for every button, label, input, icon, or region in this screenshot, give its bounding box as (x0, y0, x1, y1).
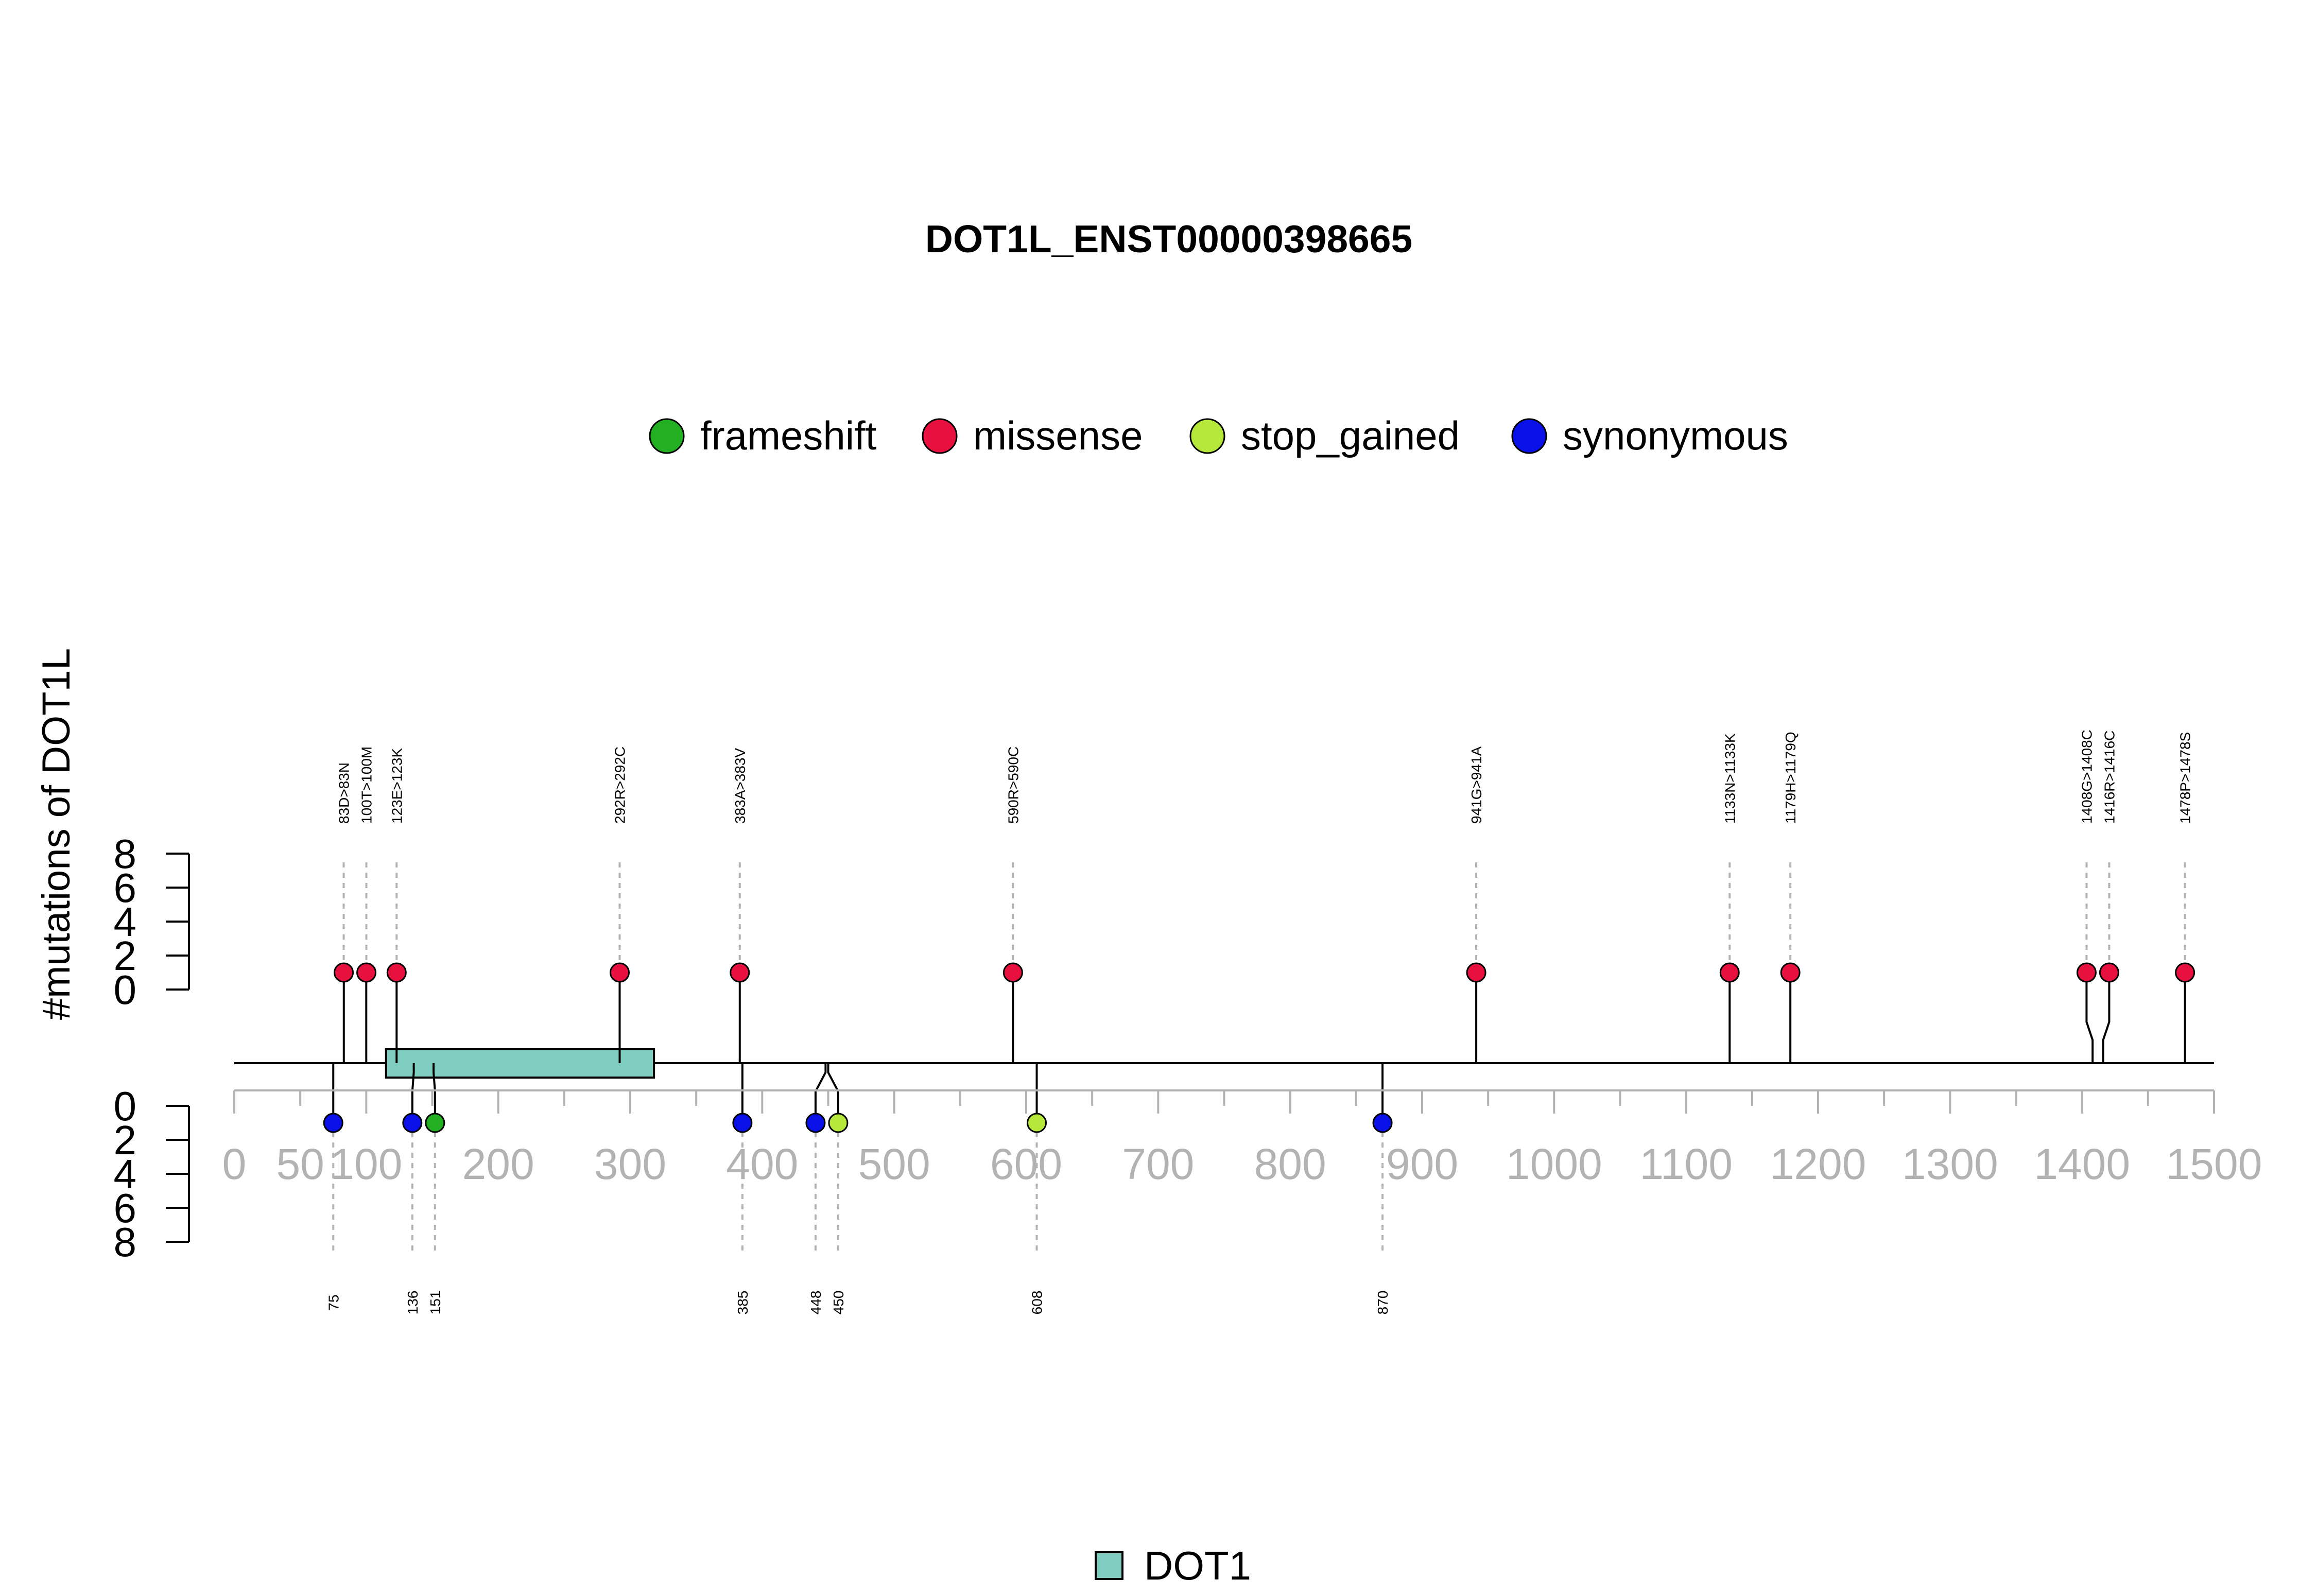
mutation-dot-missense (386, 962, 407, 983)
mutation-position-label: 608 (1029, 1291, 1045, 1315)
legend-synonymous-label: synonymous (1563, 413, 1788, 458)
mutation-label: 941G>941A (1468, 746, 1484, 824)
mutation-dot-synonymous (805, 1113, 826, 1133)
legend-missense-label: missense (973, 413, 1143, 458)
x-tick-label: 200 (462, 1140, 534, 1188)
mutation-label: 1416R>1416C (2101, 731, 2117, 824)
lower-y-tick-label: 4 (114, 1151, 137, 1197)
y-axis-label: #mutations of DOT1L (34, 648, 78, 1020)
mutation-dot-stop_gained (1027, 1113, 1047, 1133)
mutation-dot-missense (334, 962, 354, 983)
mutation-dot-missense (609, 962, 630, 983)
mutation-stem (411, 1063, 415, 1123)
mutation-dots (323, 962, 2195, 1133)
domain-legend-label: DOT1 (1144, 1543, 1251, 1588)
upper-y-tick-label: 0 (114, 967, 137, 1013)
domain-dot1 (385, 1048, 655, 1079)
lower-y-tick-label: 2 (114, 1117, 137, 1163)
x-axis: 0 50 100 200 300 400 500 600 700 800 900 1000 1100 12… (222, 1089, 2262, 1188)
mutation-dot-missense (1719, 962, 1740, 983)
mutation-label: 123E>123K (389, 748, 405, 824)
mutation-legend: frameshift missense stop_gained synonymous (649, 413, 1788, 458)
mutation-dot-missense (730, 962, 750, 983)
mutation-label: 100T>100M (359, 747, 375, 824)
mutation-stem (2085, 973, 2094, 1063)
x-tick-label: 300 (594, 1140, 666, 1188)
x-tick-label: 600 (990, 1140, 1062, 1188)
legend-synonymous-swatch (1511, 418, 1547, 454)
mutation-position-label: 75 (325, 1294, 341, 1310)
mutation-dot-stop_gained (828, 1113, 849, 1133)
lower-y-tick-label: 6 (114, 1185, 137, 1231)
lower-y-tick-label: 0 (114, 1083, 137, 1129)
x-tick-label: 1400 (2034, 1140, 2130, 1188)
x-tick-label: 100 (330, 1140, 402, 1188)
mutation-stem (814, 1063, 827, 1123)
mutation-dot-synonymous (1372, 1113, 1393, 1133)
domain-legend-swatch (1095, 1551, 1123, 1580)
x-tick-label: 800 (1254, 1140, 1326, 1188)
mutation-label: 1408G>1408C (2079, 730, 2095, 824)
mutation-position-label: 450 (831, 1291, 846, 1315)
mutation-position-label: 385 (735, 1291, 751, 1315)
mutation-label: 292R>292C (612, 747, 628, 824)
mutation-dot-synonymous (732, 1113, 753, 1133)
upper-y-tick-label: 4 (114, 899, 137, 945)
x-tick-label: 1100 (1639, 1140, 1733, 1188)
mutation-stem (2102, 973, 2111, 1063)
mutation-position-label: 136 (405, 1291, 421, 1315)
mutation-position-label: 870 (1375, 1291, 1391, 1315)
mutation-dot-missense (1466, 962, 1486, 983)
x-tick-label: 1500 (2166, 1140, 2262, 1188)
guide-lines (332, 862, 2186, 1251)
x-tick-label: 700 (1122, 1140, 1194, 1188)
mutation-dot-missense (356, 962, 377, 983)
mutation-label: 590R>590C (1005, 747, 1021, 824)
x-tick-label: 50 (276, 1140, 324, 1188)
mutation-dot-synonymous (402, 1113, 423, 1133)
lower-y-tick-label: 8 (114, 1219, 137, 1265)
x-tick-label: 500 (858, 1140, 930, 1188)
upper-y-tick-label: 6 (114, 865, 137, 911)
chart-title: DOT1L_ENST00000398665 (925, 217, 1412, 261)
mutation-labels: 83D>83N 100T>100M 123E>123K 292R>292C 383A>3… (325, 730, 2193, 1314)
mutation-label: 383A>383V (732, 748, 748, 824)
mutation-dot-missense (2076, 962, 2097, 983)
upper-y-tick-label: 8 (114, 831, 137, 877)
legend-frameshift-swatch (649, 418, 685, 454)
mutation-dot-frameshift (425, 1113, 445, 1133)
upper-y-tick-label: 2 (114, 933, 137, 979)
mutation-position-label: 151 (427, 1291, 443, 1315)
mutation-stem (827, 1063, 839, 1123)
x-tick-label: 1300 (1902, 1140, 1998, 1188)
mutation-stems (332, 973, 2186, 1123)
mutation-dot-synonymous (323, 1113, 343, 1133)
legend-stop_gained-label: stop_gained (1241, 413, 1460, 458)
x-tick-label: 1200 (1770, 1140, 1866, 1188)
legend-frameshift-label: frameshift (700, 413, 877, 458)
mutation-label: 1478P>1478S (2177, 732, 2193, 824)
mutation-stem (433, 1063, 436, 1123)
mutation-dot-missense (2175, 962, 2195, 983)
mutation-position-label: 448 (808, 1291, 824, 1315)
legend-stop_gained-swatch (1189, 418, 1225, 454)
mutation-label: 1133N>1133K (1722, 733, 1738, 824)
x-tick-label: 1000 (1506, 1140, 1602, 1188)
mutation-dot-missense (1780, 962, 1801, 983)
mutation-label: 1179H>1179Q (1783, 732, 1799, 824)
x-tick-label: 0 (222, 1140, 247, 1188)
x-tick-label: 900 (1386, 1140, 1458, 1188)
mutation-label: 83D>83N (336, 762, 352, 824)
mutation-dot-missense (1002, 962, 1023, 983)
x-tick-label: 400 (726, 1140, 798, 1188)
protein-domains (385, 1048, 655, 1079)
mutation-dot-missense (2099, 962, 2119, 983)
legend-missense-swatch (922, 418, 958, 454)
domain-legend: DOT1 (1095, 1543, 1251, 1588)
